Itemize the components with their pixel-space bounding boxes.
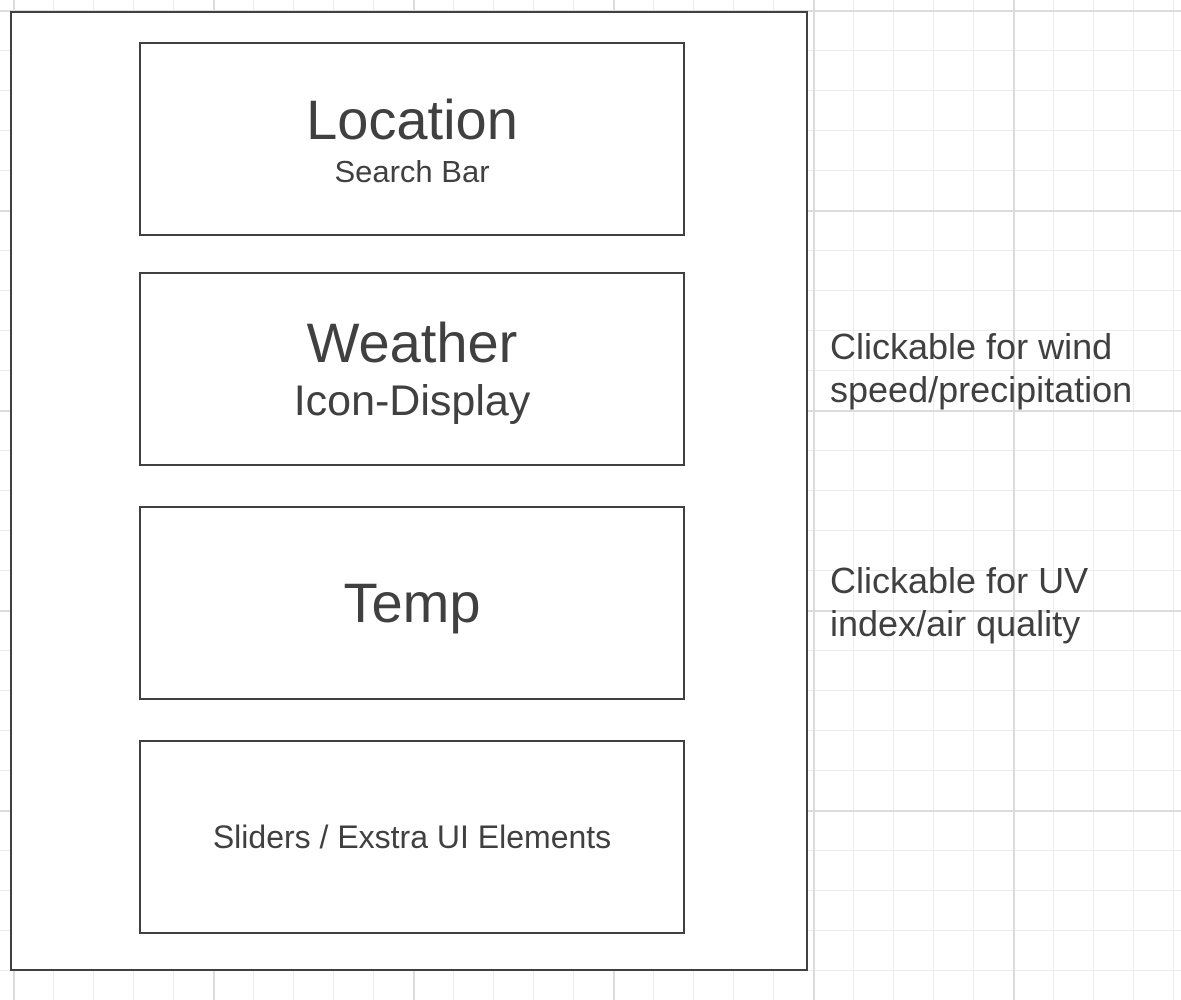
weather-title: Weather (306, 311, 518, 375)
location-search-block[interactable]: Location Search Bar (139, 42, 685, 236)
extras-label: Sliders / Exstra UI Elements (212, 818, 612, 855)
weather-icon-block[interactable]: Weather Icon-Display (139, 272, 685, 466)
location-subtitle: Search Bar (334, 154, 490, 190)
weather-subtitle: Icon-Display (293, 377, 531, 426)
location-title: Location (306, 87, 518, 151)
extras-block[interactable]: Sliders / Exstra UI Elements (139, 740, 685, 934)
temp-block[interactable]: Temp (139, 506, 685, 700)
temp-annotation: Clickable for UV index/air quality (830, 560, 1089, 644)
weather-annotation: Clickable for wind speed/precipitation (830, 326, 1133, 410)
temp-title: Temp (343, 570, 481, 634)
phone-frame: Location Search Bar Weather Icon-Display… (10, 11, 808, 971)
